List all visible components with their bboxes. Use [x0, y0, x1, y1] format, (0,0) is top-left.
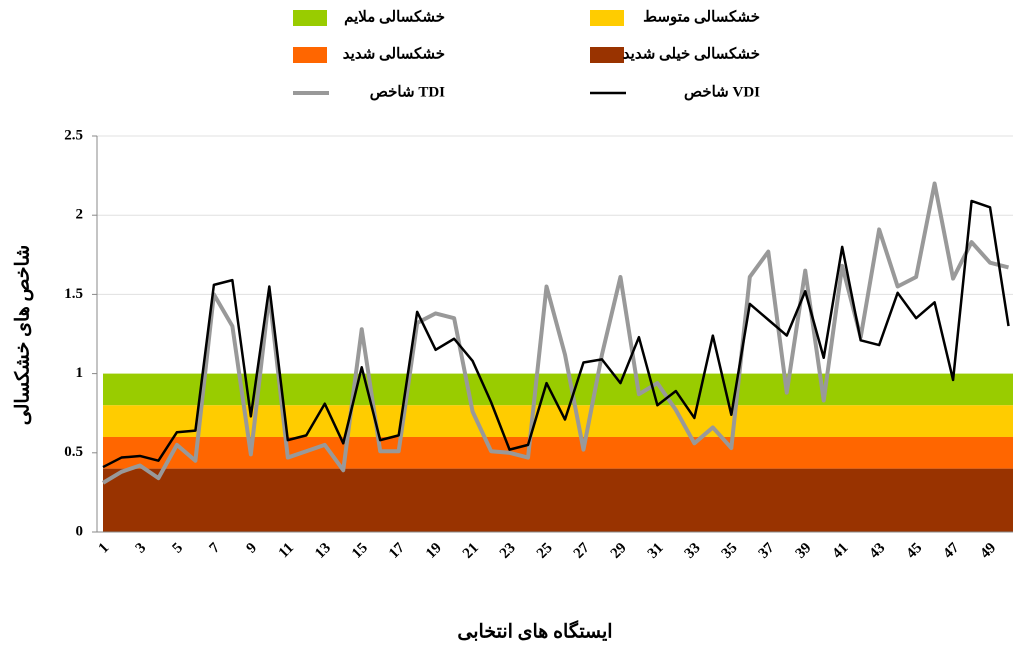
y-tick-label: 1 — [76, 365, 84, 381]
legend-label: خشکسالی ملایم — [344, 9, 445, 25]
x-tick-label: 39 — [793, 540, 815, 562]
legend-label: خشکسالی خیلی شدید — [623, 46, 760, 62]
x-tick-label: 15 — [349, 540, 371, 562]
x-tick-label: 35 — [719, 540, 741, 562]
x-tick-label: 31 — [645, 540, 667, 562]
x-tick-label: 13 — [312, 540, 334, 562]
y-tick-label: 2.5 — [64, 127, 83, 143]
x-tick-label: 49 — [977, 540, 999, 562]
x-axis-title: ایستگاه های انتخابی — [457, 619, 612, 642]
y-tick-label: 0 — [76, 523, 84, 539]
legend-label: خشکسالی متوسط — [643, 9, 760, 25]
y-tick-label: 2 — [76, 207, 84, 223]
x-tick-label: 37 — [756, 540, 778, 562]
x-tick-label: 43 — [866, 540, 888, 562]
x-tick-label: 5 — [170, 540, 187, 557]
legend-label: خشکسالی شدید — [343, 46, 445, 62]
x-tick-label: 29 — [608, 540, 630, 562]
x-tick-label: 21 — [460, 540, 482, 562]
drought-band — [103, 405, 1013, 437]
y-tick-label: 1.5 — [64, 286, 83, 302]
x-tick-label: 17 — [386, 540, 408, 562]
legend-swatch — [590, 10, 624, 26]
drought-band — [103, 468, 1013, 532]
plot-lines — [101, 181, 1010, 485]
legend-swatch — [590, 47, 624, 63]
legend-label: شاخص TDI — [370, 84, 445, 100]
x-tick-label: 1 — [96, 540, 113, 557]
x-tick-label: 7 — [207, 540, 224, 557]
series-line — [102, 199, 1010, 469]
x-tick-label: 23 — [497, 540, 519, 562]
x-tick-label: 25 — [534, 540, 556, 562]
x-tick-label: 9 — [243, 540, 260, 557]
x-tick-label: 27 — [571, 540, 593, 562]
x-tick-label: 3 — [133, 540, 150, 557]
legend-swatch — [293, 10, 327, 26]
x-tick-label: 41 — [830, 540, 852, 562]
x-tick-label: 45 — [903, 540, 925, 562]
x-tick-label: 19 — [423, 540, 445, 562]
x-tick-label: 47 — [940, 540, 962, 562]
y-axis-title: شاخص های خشکسالی — [12, 245, 33, 425]
legend-swatch — [293, 47, 327, 63]
x-tick-label: 33 — [682, 540, 704, 562]
legend-label: شاخص VDI — [684, 84, 760, 100]
y-tick-label: 0.5 — [64, 444, 83, 460]
drought-band — [103, 436, 1013, 469]
x-tick-label: 11 — [276, 540, 297, 561]
